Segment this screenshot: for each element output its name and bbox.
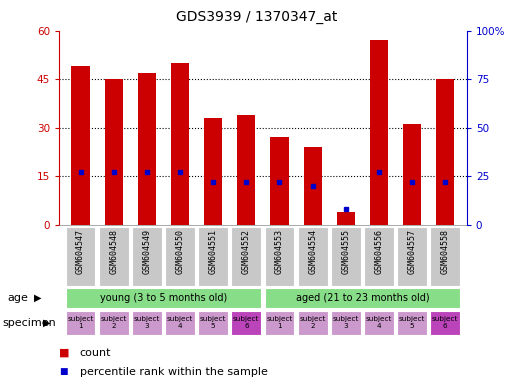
Bar	[171, 63, 189, 225]
Bar	[198, 227, 228, 286]
Bar	[298, 311, 328, 335]
Bar	[99, 227, 129, 286]
Bar	[99, 311, 129, 335]
Text: subject
4: subject 4	[366, 316, 392, 329]
Text: age: age	[8, 293, 29, 303]
Bar	[265, 288, 460, 308]
Bar	[331, 227, 361, 286]
Text: GSM604556: GSM604556	[374, 229, 383, 274]
Text: subject
1: subject 1	[266, 316, 293, 329]
Bar	[105, 79, 123, 225]
Text: aged (21 to 23 months old): aged (21 to 23 months old)	[295, 293, 429, 303]
Bar	[66, 227, 95, 286]
Text: GSM604549: GSM604549	[143, 229, 151, 274]
Bar	[132, 311, 162, 335]
Bar	[331, 311, 361, 335]
Text: GSM604551: GSM604551	[209, 229, 218, 274]
Text: subject
2: subject 2	[101, 316, 127, 329]
Bar	[298, 227, 328, 286]
Bar	[370, 40, 388, 225]
Bar	[66, 288, 261, 308]
Text: subject
4: subject 4	[167, 316, 193, 329]
Bar	[231, 227, 261, 286]
Bar	[364, 311, 394, 335]
Text: subject
3: subject 3	[332, 316, 359, 329]
Text: GSM604553: GSM604553	[275, 229, 284, 274]
Bar	[397, 311, 427, 335]
Bar	[198, 311, 228, 335]
Text: GSM604552: GSM604552	[242, 229, 251, 274]
Text: GSM604550: GSM604550	[175, 229, 185, 274]
Bar	[364, 227, 394, 286]
Text: GSM604558: GSM604558	[441, 229, 450, 274]
Text: subject
5: subject 5	[200, 316, 226, 329]
Bar	[430, 227, 460, 286]
Bar	[204, 118, 222, 225]
Bar	[132, 227, 162, 286]
Bar	[237, 115, 255, 225]
Text: subject
6: subject 6	[432, 316, 459, 329]
Bar	[138, 73, 156, 225]
Text: subject
5: subject 5	[399, 316, 425, 329]
Bar	[304, 147, 322, 225]
Text: specimen: specimen	[3, 318, 56, 328]
Bar	[66, 311, 95, 335]
Bar	[231, 311, 261, 335]
Text: GSM604557: GSM604557	[408, 229, 417, 274]
Bar	[270, 137, 289, 225]
Bar	[397, 227, 427, 286]
Bar	[430, 311, 460, 335]
Text: subject
2: subject 2	[300, 316, 326, 329]
Text: subject
1: subject 1	[67, 316, 94, 329]
Text: ▶: ▶	[34, 293, 42, 303]
Bar	[71, 66, 90, 225]
Bar	[265, 227, 294, 286]
Bar	[165, 311, 195, 335]
Text: GSM604554: GSM604554	[308, 229, 317, 274]
Text: GSM604548: GSM604548	[109, 229, 118, 274]
Bar	[265, 311, 294, 335]
Text: GSM604547: GSM604547	[76, 229, 85, 274]
Bar	[165, 227, 195, 286]
Text: count: count	[80, 348, 111, 358]
Bar	[337, 212, 355, 225]
Text: ■: ■	[59, 367, 68, 376]
Text: percentile rank within the sample: percentile rank within the sample	[80, 367, 267, 377]
Text: ■: ■	[59, 348, 69, 358]
Text: GSM604555: GSM604555	[341, 229, 350, 274]
Bar	[436, 79, 455, 225]
Text: young (3 to 5 months old): young (3 to 5 months old)	[100, 293, 227, 303]
Bar	[403, 124, 421, 225]
Text: GDS3939 / 1370347_at: GDS3939 / 1370347_at	[176, 10, 337, 23]
Text: subject
3: subject 3	[134, 316, 160, 329]
Text: ▶: ▶	[43, 318, 50, 328]
Text: subject
6: subject 6	[233, 316, 260, 329]
